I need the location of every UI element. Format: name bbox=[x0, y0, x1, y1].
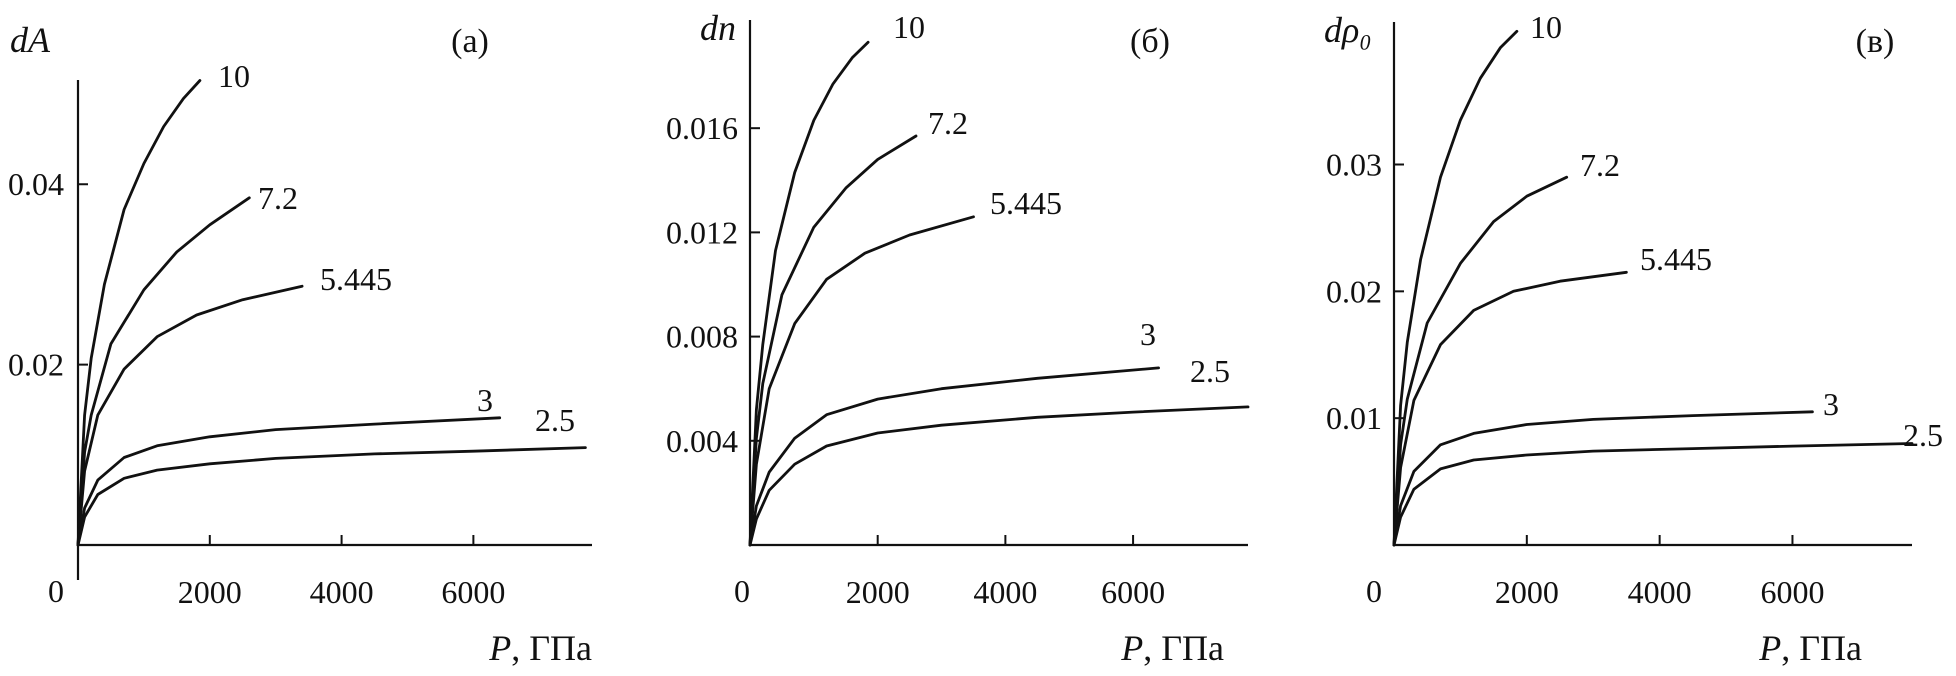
panel-2-y-tick-label: 0.016 bbox=[666, 110, 738, 146]
panel-1-series-3-curve bbox=[76, 416, 502, 547]
panel-2-origin-label: 0 bbox=[734, 573, 750, 609]
panel-1-panel-label: (а) bbox=[451, 23, 489, 60]
panel-3-x-tick-label: 2000 bbox=[1495, 574, 1559, 610]
panel-3-series-3-label: 3 bbox=[1823, 386, 1839, 422]
panel-1-series-10-curve bbox=[76, 79, 202, 547]
panel-1-series-5.445-curve bbox=[76, 284, 304, 547]
panel-3-series-7.2-label: 7.2 bbox=[1580, 147, 1620, 183]
panel-1-x-axis-title: P, ГПа bbox=[488, 628, 592, 668]
panel-3-series-5.445-curve bbox=[1392, 270, 1628, 547]
panel-1-y-tick-label: 0.04 bbox=[8, 166, 64, 202]
panel-3-y-tick-label: 0.01 bbox=[1326, 400, 1382, 436]
panel-3-y-axis-title: dρ₀ bbox=[1324, 10, 1372, 50]
panel-1-origin-label: 0 bbox=[48, 573, 64, 609]
panel-3-series-10-label: 10 bbox=[1530, 9, 1562, 45]
panel-2-y-tick-label: 0.012 bbox=[666, 214, 738, 250]
panel-2-series-2.5-label: 2.5 bbox=[1190, 353, 1230, 389]
panel-2-series-10-curve bbox=[748, 40, 870, 547]
panel-2-series-10-label: 10 bbox=[893, 9, 925, 45]
panel-3-origin-label: 0 bbox=[1366, 573, 1382, 609]
panel-3-panel-label: (в) bbox=[1856, 23, 1895, 60]
panel-2-y-axis-title: dn bbox=[700, 8, 736, 48]
panel-3-series-2.5-curve bbox=[1392, 442, 1914, 547]
panel-1-x-tick-label: 4000 bbox=[310, 574, 374, 610]
panel-1-y-tick-label: 0.02 bbox=[8, 347, 64, 383]
panel-3-series-10-curve bbox=[1392, 29, 1519, 547]
panel-2-x-tick-label: 2000 bbox=[846, 574, 910, 610]
panel-2-series-3-curve bbox=[748, 366, 1160, 547]
panel-3-x-tick-label: 4000 bbox=[1628, 574, 1692, 610]
panel-3-x-tick-label: 6000 bbox=[1760, 574, 1824, 610]
panel-1-x-tick-label: 2000 bbox=[178, 574, 242, 610]
panel-1-series-5.445-label: 5.445 bbox=[320, 261, 392, 297]
panel-2-panel-label: (б) bbox=[1130, 23, 1170, 60]
panel-2-series-5.445-curve bbox=[748, 215, 975, 547]
panel-3-series-2.5-label: 2.5 bbox=[1903, 417, 1943, 453]
panel-1-series-3-label: 3 bbox=[477, 382, 493, 418]
panel-2-x-axis-title: P, ГПа bbox=[1120, 628, 1224, 668]
panel-2-series-7.2-curve bbox=[748, 134, 918, 547]
panel-1-series-10-label: 10 bbox=[218, 58, 250, 94]
panel-1-series-2.5-label: 2.5 bbox=[535, 402, 575, 438]
panel-2-y-tick-label: 0.008 bbox=[666, 319, 738, 355]
panel-2-series-3-label: 3 bbox=[1140, 316, 1156, 352]
panel-2-series-7.2-label: 7.2 bbox=[928, 105, 968, 141]
panel-3-series-5.445-label: 5.445 bbox=[1640, 241, 1712, 277]
panel-1-series-2.5-curve bbox=[76, 446, 587, 547]
panel-2-x-tick-label: 4000 bbox=[973, 574, 1037, 610]
panel-2-series-2.5-curve bbox=[748, 405, 1250, 547]
panel-2-series-5.445-label: 5.445 bbox=[990, 185, 1062, 221]
panel-2-y-tick-label: 0.004 bbox=[666, 423, 738, 459]
panel-3-x-axis-title: P, ГПа bbox=[1758, 628, 1862, 668]
panel-1-series-7.2-curve bbox=[76, 196, 251, 547]
panel-3-y-tick-label: 0.02 bbox=[1326, 273, 1382, 309]
panel-3-series-3-curve bbox=[1392, 410, 1814, 547]
panel-1-series-7.2-label: 7.2 bbox=[258, 180, 298, 216]
panel-1-y-axis-title: dA bbox=[10, 20, 51, 60]
panel-3-series-7.2-curve bbox=[1392, 175, 1569, 547]
panel-2-x-tick-label: 6000 bbox=[1101, 574, 1165, 610]
panel-3-y-tick-label: 0.03 bbox=[1326, 147, 1382, 183]
panel-1-x-tick-label: 6000 bbox=[441, 574, 505, 610]
